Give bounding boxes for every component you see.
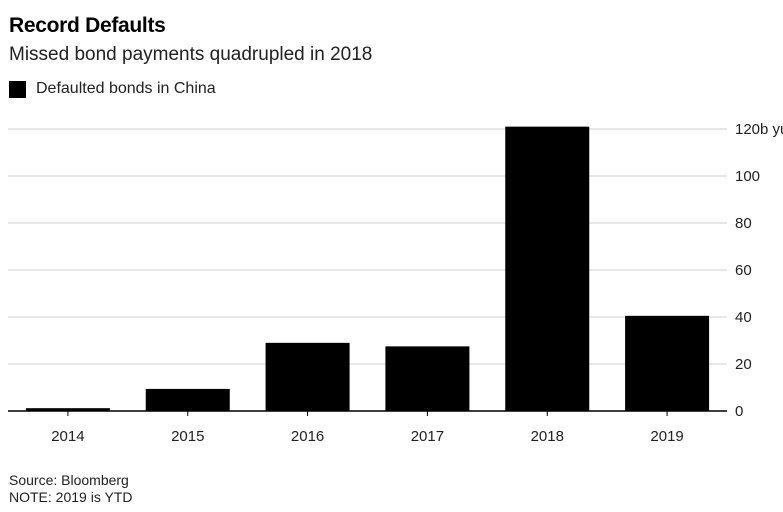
legend-label: Defaulted bonds in China	[36, 80, 216, 97]
bar	[145, 388, 230, 411]
x-tick-label: 2015	[171, 428, 204, 445]
bar	[25, 408, 110, 411]
legend-swatch	[9, 80, 26, 98]
bar	[265, 342, 350, 411]
y-tick-label: 40	[735, 309, 752, 326]
x-tick-label: 2019	[650, 428, 683, 445]
y-tick-label: 120b yuan	[735, 121, 783, 138]
y-tick-label: 60	[735, 262, 752, 279]
source-note: Source: Bloomberg	[9, 472, 129, 488]
chart-title: Record Defaults	[9, 14, 166, 37]
x-tick-label: 2014	[51, 428, 84, 445]
x-tick-label: 2018	[531, 428, 564, 445]
bar	[505, 126, 590, 412]
bar	[385, 346, 470, 411]
bar	[625, 315, 710, 411]
footnote: NOTE: 2019 is YTD	[9, 489, 133, 505]
x-tick-label: 2016	[291, 428, 324, 445]
x-tick-label: 2017	[411, 428, 444, 445]
y-tick-label: 80	[735, 215, 752, 232]
chart-subtitle: Missed bond payments quadrupled in 2018	[9, 44, 373, 65]
legend: Defaulted bonds in China	[9, 80, 216, 98]
y-tick-label: 100	[735, 168, 760, 185]
y-tick-label: 0	[735, 403, 743, 420]
y-tick-label: 20	[735, 356, 752, 373]
